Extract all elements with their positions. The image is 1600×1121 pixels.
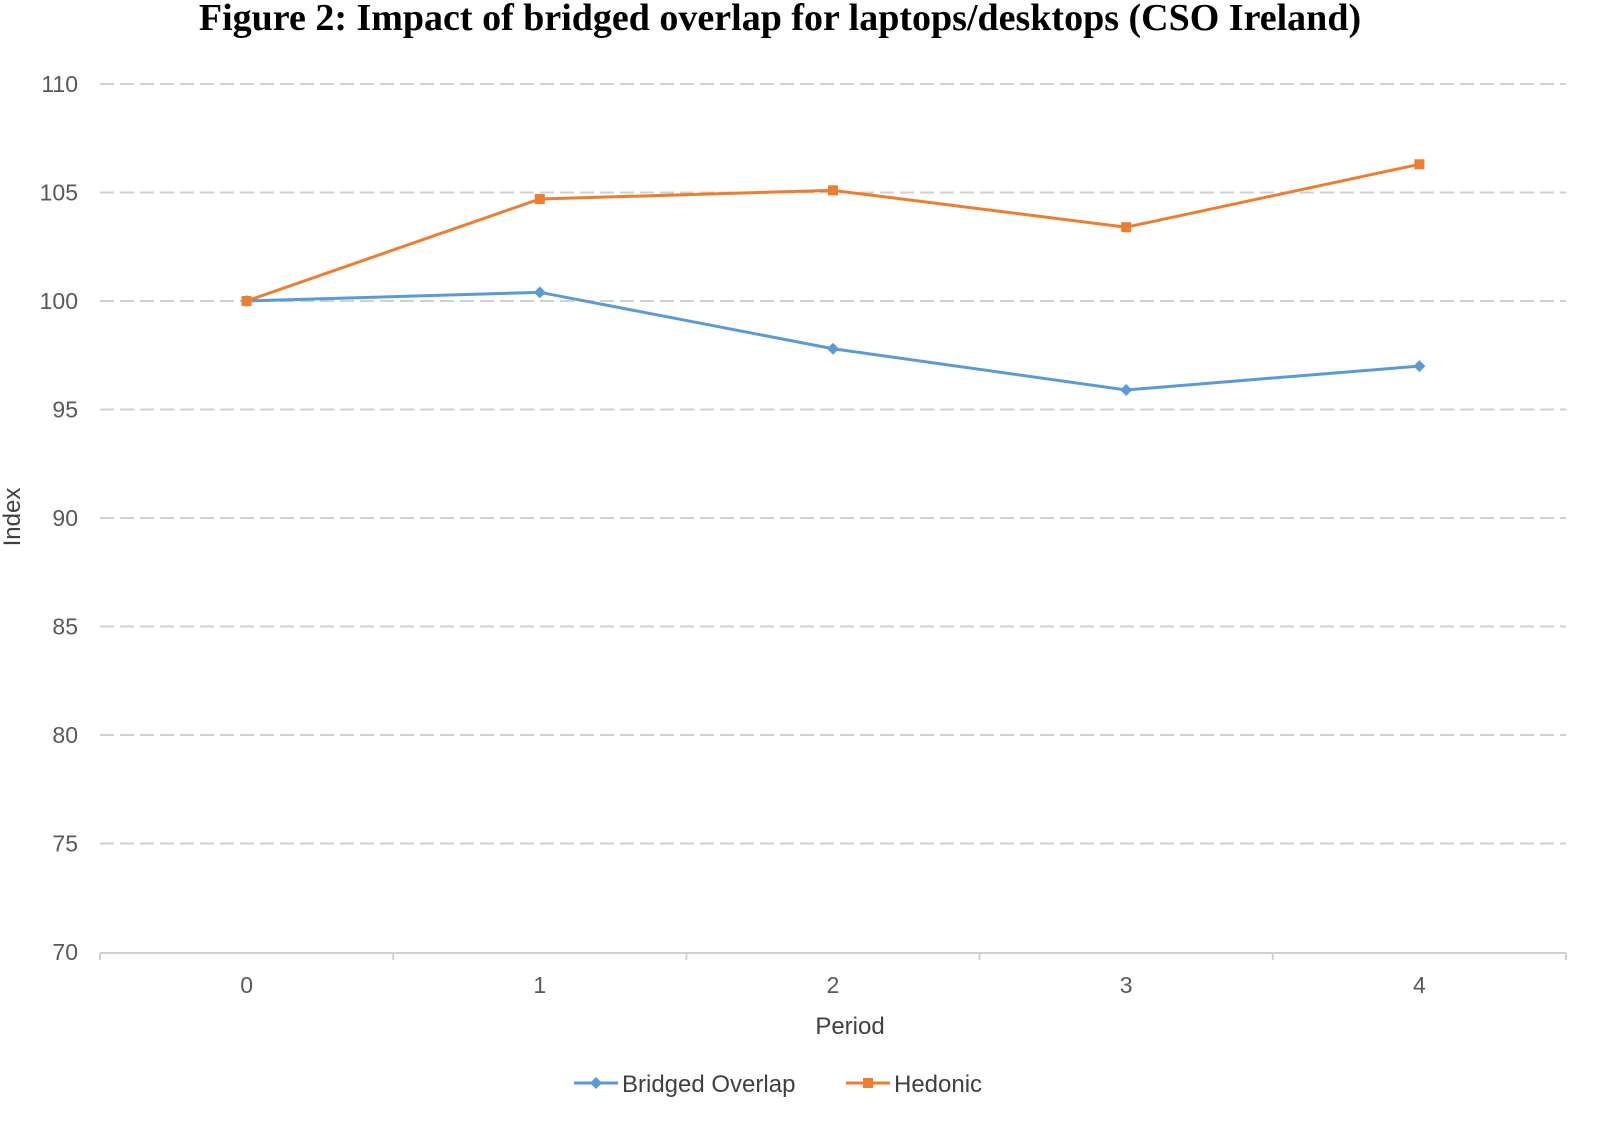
data-point [827,342,839,355]
legend-label: Bridged Overlap [622,1071,795,1098]
x-tick-label: 1 [533,972,546,998]
x-tick-label: 0 [240,972,253,998]
data-point [533,286,546,299]
data-point [1121,222,1132,233]
y-tick-label: 105 [40,180,78,206]
x-tick-label: 4 [1413,972,1426,998]
data-point [241,296,252,306]
data-point [1120,383,1133,396]
series-line-1 [246,162,1420,303]
y-tick-label: 110 [41,71,78,97]
y-tick-label: 80 [52,722,78,748]
y-tick-label: 70 [52,939,78,965]
legend-marker [590,1077,602,1089]
legend-marker [863,1078,873,1088]
data-point [1413,360,1426,373]
data-point [1414,159,1425,170]
y-tick-label: 100 [40,288,78,314]
y-tick-label: 85 [52,614,78,640]
x-tick-label: 3 [1120,972,1133,998]
y-tick-label: 95 [52,397,78,423]
x-axis-title: Period [815,1013,884,1040]
legend-label: Hedonic [894,1071,982,1098]
chart-title: Figure 2: Impact of bridged overlap for … [198,0,1362,39]
y-axis-title: Index [0,488,26,547]
series-line-0 [246,290,1420,392]
data-point [534,194,545,205]
y-tick-label: 75 [52,831,78,857]
data-point [828,185,838,196]
y-tick-label: 90 [52,505,78,531]
x-tick-label: 2 [827,972,840,998]
